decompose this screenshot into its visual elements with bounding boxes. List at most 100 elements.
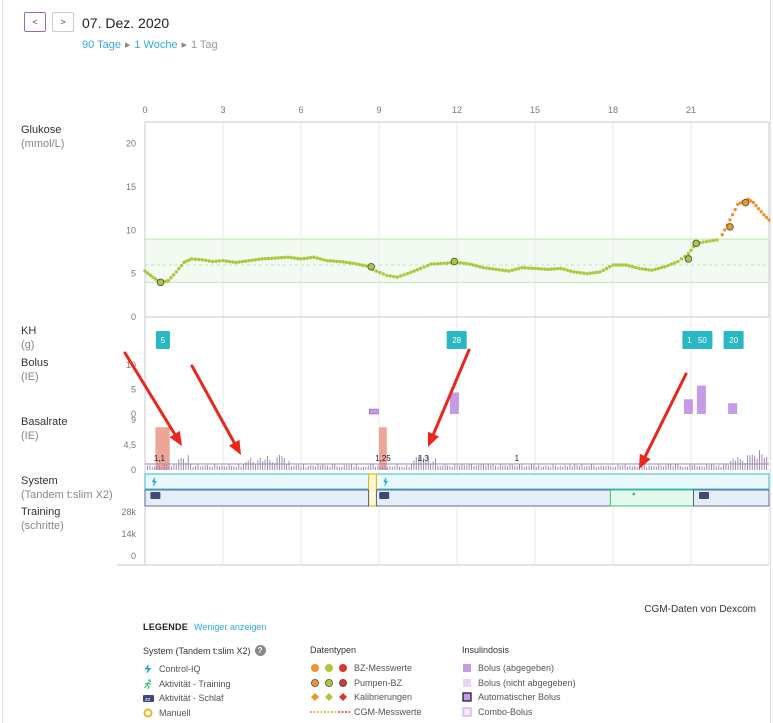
cgm-point xyxy=(711,238,716,243)
cgm-point xyxy=(523,266,527,270)
cgm-point xyxy=(601,268,605,272)
cgm-point xyxy=(250,258,254,262)
cgm-point xyxy=(686,252,691,256)
range-90-days[interactable]: 90 Tage xyxy=(82,39,121,51)
auto-basal-bar xyxy=(355,464,357,470)
auto-basal-bar xyxy=(367,465,369,470)
auto-basal-bar xyxy=(497,466,499,470)
cgm-point xyxy=(422,265,426,269)
help-icon[interactable]: ? xyxy=(254,645,266,656)
cgm-point xyxy=(283,255,287,260)
auto-basal-bar xyxy=(336,466,338,470)
lightning-icon xyxy=(151,477,157,487)
cgm-point xyxy=(145,271,150,275)
cgm-point xyxy=(704,239,709,244)
auto-basal-bar xyxy=(571,466,573,470)
auto-basal-bar xyxy=(533,465,535,470)
auto-basal-bar xyxy=(243,464,244,470)
cgm-point xyxy=(325,258,329,263)
cgm-point xyxy=(187,258,191,262)
auto-basal-bar xyxy=(504,465,506,470)
auto-basal-bar xyxy=(646,467,648,470)
cgm-point xyxy=(302,256,306,261)
auto-basal-bar xyxy=(636,467,638,470)
carb-badge-label: 5 xyxy=(161,336,166,345)
auto-basal-bar xyxy=(245,462,247,470)
previous-day-button[interactable]: < xyxy=(24,12,46,32)
auto-basal-bar xyxy=(331,464,333,470)
auto-basal-bar xyxy=(619,465,621,470)
daily-chart[interactable]: 0369121518212015105052815020105094,501,1… xyxy=(0,0,773,600)
legend-datatypes-head: Datentypen xyxy=(310,645,357,655)
auto-basal-bar xyxy=(679,465,681,470)
auto-basal-bar xyxy=(663,466,664,470)
cgm-point xyxy=(381,272,386,276)
next-day-button[interactable]: > xyxy=(52,12,74,32)
auto-basal-bar xyxy=(406,465,408,470)
cgm-point xyxy=(510,268,514,272)
legend-insulin-head: Insulindosis xyxy=(462,645,510,655)
cgm-point xyxy=(299,257,303,261)
legend-system: System (Tandem t:slim X2)? Control-IQ Ak… xyxy=(143,645,266,720)
cgm-point xyxy=(412,269,416,273)
auto-basal-bar xyxy=(377,465,379,470)
auto-basal-bar xyxy=(233,466,235,470)
cgm-point xyxy=(640,267,644,271)
carb-badge xyxy=(723,331,744,349)
legend-item: Aktivität - Training xyxy=(143,677,266,692)
bolus-unit: (IE) xyxy=(21,371,39,383)
auto-basal-bar xyxy=(727,465,729,470)
auto-basal-bar xyxy=(521,464,523,470)
auto-basal-bar xyxy=(247,460,249,470)
auto-basal-bar xyxy=(391,466,393,470)
auto-basal-bar xyxy=(766,456,768,470)
auto-basal-bar xyxy=(648,465,650,470)
cgm-point xyxy=(338,259,342,264)
range-selector: 90 Tage ▶ 1 Woche ▶ 1 Tag xyxy=(82,39,218,51)
auto-basal-bar xyxy=(655,466,657,470)
range-1-week[interactable]: 1 Woche xyxy=(134,39,178,51)
bolus-y-tick: 0 xyxy=(131,409,136,419)
cgm-point xyxy=(392,274,396,279)
control-iq-band xyxy=(144,473,370,490)
cgm-point xyxy=(237,260,241,264)
auto-basal-bar xyxy=(617,464,619,470)
auto-basal-bar xyxy=(185,462,187,470)
auto-basal-bar xyxy=(175,465,177,470)
auto-basal-bar xyxy=(279,454,280,470)
cgm-point xyxy=(458,261,462,265)
cgm-point xyxy=(240,259,245,264)
cgm-point xyxy=(650,268,654,272)
legend-item-label: Manuell xyxy=(159,707,191,718)
auto-basal-bar xyxy=(382,466,384,470)
cgm-point xyxy=(507,269,511,273)
cgm-point xyxy=(669,262,674,266)
cgm-point xyxy=(402,273,406,277)
auto-basal-bar xyxy=(305,467,307,470)
auto-basal-bar xyxy=(312,465,314,470)
legend-toggle-link[interactable]: Weniger anzeigen xyxy=(194,622,267,632)
cgm-point xyxy=(701,240,705,244)
auto-basal-bar xyxy=(723,464,724,470)
cgm-point xyxy=(559,266,563,271)
legend-item: Bolus (abgegeben) xyxy=(462,661,576,676)
legend-item-label: Aktivität - Schlaf xyxy=(159,693,224,704)
cgm-point xyxy=(354,262,358,266)
auto-basal-bar xyxy=(315,466,316,470)
auto-basal-bar xyxy=(735,460,736,470)
legend-item-label: Bolus (abgegeben) xyxy=(478,663,555,674)
auto-basal-bar xyxy=(360,467,362,470)
cgm-point xyxy=(348,261,352,265)
training-row-label: Training (schritte) xyxy=(21,505,64,533)
glucose-unit: (mmol/L) xyxy=(21,138,65,150)
auto-basal-bar xyxy=(291,466,292,470)
carbs-label: KH xyxy=(21,325,37,337)
bolus-label: Bolus xyxy=(21,357,49,369)
cgm-point xyxy=(224,259,228,263)
cgm-point xyxy=(270,256,274,260)
manual-icon xyxy=(143,708,159,718)
auto-basal-bar xyxy=(396,464,398,470)
auto-basal-bar xyxy=(651,466,652,470)
auto-basal-bar xyxy=(216,465,218,470)
auto-basal-bar xyxy=(747,455,748,470)
